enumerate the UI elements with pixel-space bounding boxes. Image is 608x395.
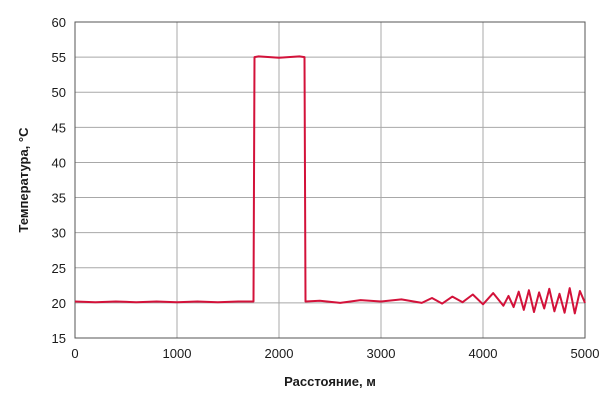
- x-tick-label: 0: [71, 346, 78, 361]
- y-tick-labels: 15 20 25 30 35 40 45 50 55 60: [52, 15, 66, 346]
- y-tick-label: 55: [52, 50, 66, 65]
- y-tick-label: 15: [52, 331, 66, 346]
- x-gridlines: [176, 22, 484, 338]
- x-tick-label: 4000: [469, 346, 498, 361]
- y-gridlines: [75, 56, 585, 304]
- y-tick-label: 35: [52, 191, 66, 206]
- temperature-series-line: [74, 55, 586, 315]
- y-tick-label: 20: [52, 296, 66, 311]
- plot-area: [75, 22, 585, 338]
- y-axis-title: Температура, °C: [16, 127, 31, 233]
- plot-frame: [74, 21, 586, 339]
- y-tick-label: 25: [52, 261, 66, 276]
- series-group: [74, 55, 586, 315]
- x-axis-title: Расстояние, м: [284, 374, 376, 389]
- x-tick-label: 2000: [265, 346, 294, 361]
- y-tick-label: 60: [52, 15, 66, 30]
- y-tick-label: 45: [52, 120, 66, 135]
- y-tick-label: 30: [52, 226, 66, 241]
- x-tick-label: 5000: [571, 346, 600, 361]
- y-tick-label: 50: [52, 85, 66, 100]
- x-tick-label: 1000: [163, 346, 192, 361]
- x-tick-label: 3000: [367, 346, 396, 361]
- y-tick-label: 40: [52, 155, 66, 170]
- x-tick-labels: 0 1000 2000 3000 4000 5000: [71, 346, 599, 361]
